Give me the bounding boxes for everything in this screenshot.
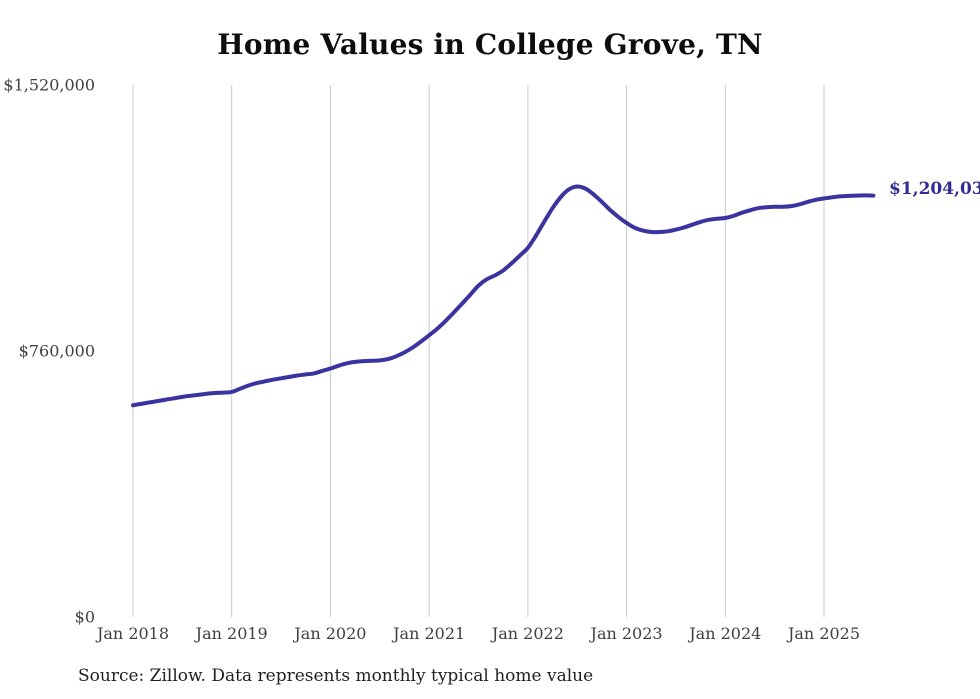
- y-tick-label: $760,000: [18, 341, 95, 361]
- end-value-label: $1,204,038: [889, 179, 980, 199]
- gridline-group: [132, 85, 825, 617]
- x-tick-label: Jan 2018: [96, 624, 170, 643]
- source-note: Source: Zillow. Data represents monthly …: [78, 666, 594, 686]
- chart-title: Home Values in College Grove, TN: [217, 28, 763, 61]
- y-tick-label: $0: [74, 607, 95, 627]
- x-tick-label: Jan 2024: [689, 624, 762, 643]
- x-tick-label: Jan 2019: [195, 624, 268, 643]
- x-tick-label: Jan 2023: [590, 624, 663, 643]
- x-tick-label: Jan 2022: [491, 624, 564, 643]
- y-tick-label: $1,520,000: [3, 75, 95, 95]
- x-tick-label: Jan 2021: [393, 624, 466, 643]
- x-tick-label: Jan 2020: [294, 624, 367, 643]
- value-line: [131, 184, 876, 408]
- x-tick-label: Jan 2025: [787, 624, 861, 643]
